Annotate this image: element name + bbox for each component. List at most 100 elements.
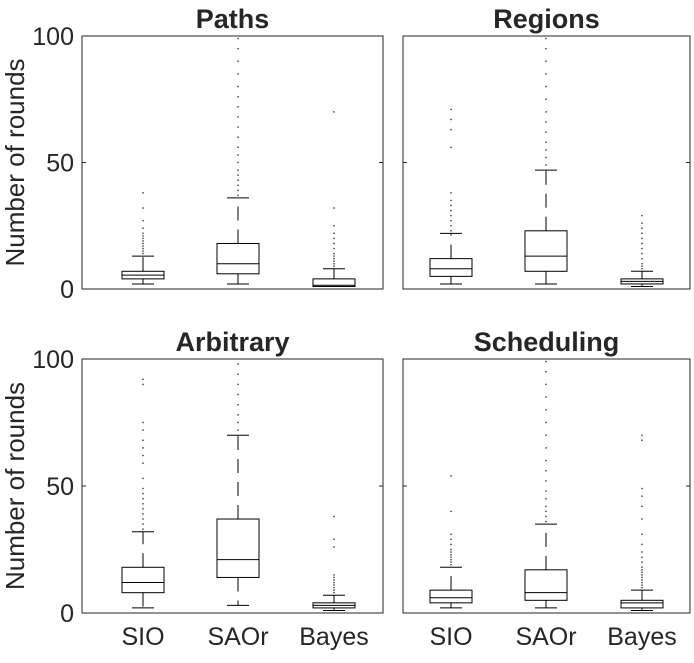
box-bayes: [312, 515, 356, 611]
outlier-point: [237, 96, 239, 98]
outlier-point: [641, 543, 643, 546]
box-iqr: [620, 599, 664, 609]
outlier-point: [641, 579, 643, 581]
outlier-point: [545, 470, 547, 472]
outlier-point: [545, 490, 547, 492]
outlier-point: [545, 396, 547, 398]
outlier-point: [545, 383, 547, 386]
outlier-point: [142, 477, 144, 480]
outlier-point: [641, 434, 643, 436]
outlier-point: [142, 378, 144, 381]
outlier-point: [545, 164, 547, 166]
outlier-point: [450, 538, 452, 541]
outlier-point: [333, 574, 335, 576]
axes-frame: [81, 35, 384, 290]
outlier-point: [641, 263, 643, 265]
axes-frame: [81, 358, 384, 614]
outlier-point: [545, 447, 547, 449]
outlier-point: [450, 553, 452, 556]
outlier-point: [641, 495, 643, 497]
outlier-point: [142, 462, 144, 464]
outlier-point: [237, 393, 239, 396]
outlier-point: [545, 459, 547, 462]
outlier-point: [333, 515, 335, 518]
outlier-point: [333, 225, 335, 227]
outlier-point: [450, 543, 452, 546]
outlier-point: [545, 480, 547, 482]
y-tick-label: 50: [46, 150, 74, 178]
box-bayes: [312, 111, 356, 287]
outlier-point: [142, 192, 144, 194]
outlier-point: [142, 454, 144, 457]
box-iqr: [312, 278, 356, 287]
outlier-point: [142, 429, 144, 431]
outlier-point: [641, 487, 643, 490]
outlier-point: [641, 268, 643, 270]
outlier-point: [333, 576, 335, 579]
y-tick-label: 100: [32, 23, 74, 51]
panel-title: Arbitrary: [175, 327, 289, 357]
outlier-point: [450, 564, 452, 566]
outlier-point: [545, 421, 547, 424]
outlier-point: [333, 538, 335, 541]
outlier-point: [545, 520, 547, 523]
box-bayes: [620, 214, 664, 287]
outlier-point: [641, 227, 643, 229]
outlier-point: [237, 106, 239, 108]
outlier-point: [641, 551, 643, 553]
outlier-point: [641, 571, 643, 574]
outlier-point: [450, 551, 452, 553]
outlier-point: [641, 584, 643, 586]
outlier-point: [237, 37, 239, 40]
outlier-point: [237, 189, 239, 192]
outlier-point: [545, 60, 547, 62]
x-tick-label: Bayes: [607, 623, 676, 651]
outlier-point: [237, 404, 239, 406]
outlier-point: [237, 60, 239, 62]
outlier-point: [237, 126, 239, 128]
outlier-point: [545, 360, 547, 363]
outlier-point: [450, 558, 452, 561]
outlier-point: [545, 371, 547, 373]
outlier-point: [333, 247, 335, 250]
outlier-point: [333, 265, 335, 267]
outlier-point: [333, 263, 335, 265]
outlier-point: [142, 250, 144, 252]
x-tick-label: Bayes: [299, 623, 368, 651]
outlier-point: [545, 498, 547, 500]
box-bayes: [620, 434, 664, 611]
outlier-point: [142, 523, 144, 525]
outlier-point: [545, 156, 547, 159]
outlier-point: [333, 591, 335, 594]
outlier-point: [237, 174, 239, 176]
box-sio: [429, 108, 473, 285]
outlier-point: [450, 230, 452, 232]
outlier-point: [641, 237, 643, 240]
outlier-point: [641, 574, 643, 576]
outlier-point: [450, 533, 452, 535]
outlier-point: [333, 546, 335, 548]
outlier-point: [237, 161, 239, 164]
y-axis-label: Number of rounds: [0, 58, 30, 266]
outlier-point: [142, 513, 144, 515]
panel-title: Scheduling: [474, 327, 620, 357]
outlier-point: [545, 131, 547, 133]
outlier-point: [450, 510, 452, 513]
outlier-point: [545, 505, 547, 508]
outlier-point: [450, 214, 452, 217]
outlier-point: [142, 492, 144, 495]
outlier-point: [142, 439, 144, 441]
outlier-point: [237, 116, 239, 118]
outlier-point: [545, 409, 547, 411]
outlier-point: [545, 73, 547, 75]
outlier-point: [450, 219, 452, 222]
outlier-point: [450, 209, 452, 212]
panel-title: Paths: [196, 4, 270, 34]
y-tick-label: 100: [32, 346, 74, 374]
outlier-point: [142, 240, 144, 242]
outlier-point: [450, 192, 452, 194]
outlier-point: [333, 255, 335, 257]
